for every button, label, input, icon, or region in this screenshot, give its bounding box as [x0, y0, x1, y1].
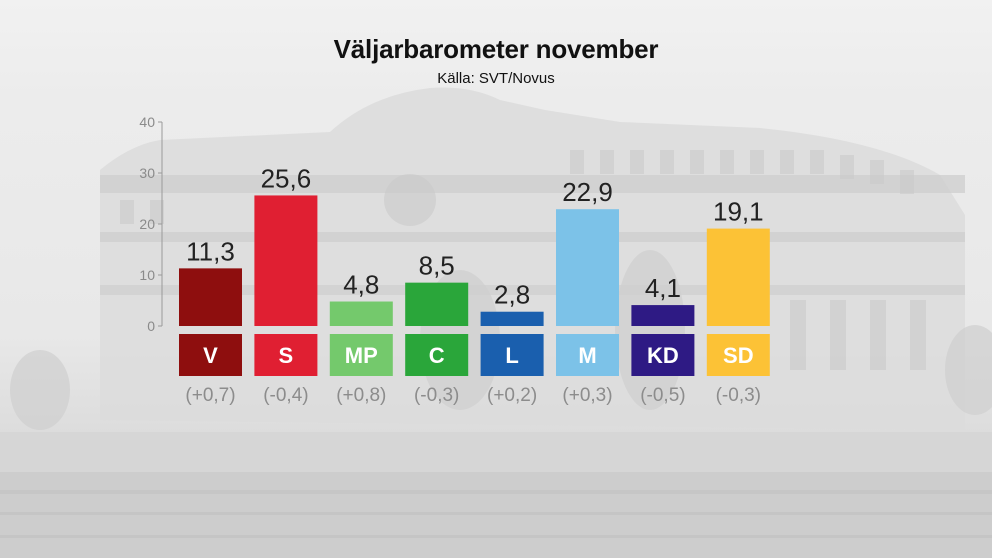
party-box-mp	[329, 334, 393, 376]
change-label-l: (+0,2)	[487, 385, 537, 406]
change-label-kd: (-0,5)	[640, 385, 685, 406]
change-label-c: (-0,3)	[414, 385, 459, 406]
party-box-sd	[706, 334, 770, 376]
change-label-v: (+0,7)	[185, 385, 235, 406]
change-label-s: (-0,4)	[263, 385, 308, 406]
party-box-v	[179, 334, 242, 376]
bar-l	[480, 311, 544, 326]
change-label-m: (+0,3)	[562, 385, 612, 406]
party-box-s	[254, 334, 318, 376]
bar-c	[405, 282, 469, 326]
bar-sd	[706, 228, 770, 326]
y-tick-label: 0	[147, 318, 155, 334]
party-label-m: M	[578, 343, 596, 368]
bar-s	[254, 195, 318, 326]
party-label-l: L	[505, 343, 518, 368]
value-label-s: 25,6	[261, 163, 312, 193]
y-tick-label: 20	[139, 216, 155, 232]
value-label-c: 8,5	[419, 251, 455, 281]
y-tick-label: 30	[139, 165, 155, 181]
value-label-sd: 19,1	[713, 197, 764, 227]
bar-mp	[329, 301, 393, 326]
party-box-kd	[631, 334, 695, 376]
party-label-kd: KD	[647, 343, 679, 368]
party-label-v: V	[203, 343, 218, 368]
party-box-l	[480, 334, 544, 376]
value-label-mp: 4,8	[343, 270, 379, 300]
change-label-mp: (+0,8)	[336, 385, 386, 406]
chart-title: Väljarbarometer november	[333, 34, 659, 64]
party-label-c: C	[429, 343, 445, 368]
chart-subtitle: Källa: SVT/Novus	[437, 70, 555, 87]
bar-m	[556, 209, 619, 326]
change-label-sd: (-0,3)	[716, 385, 761, 406]
party-label-s: S	[279, 343, 294, 368]
party-box-c	[405, 334, 469, 376]
party-label-sd: SD	[723, 343, 754, 368]
bar-kd	[631, 305, 695, 326]
value-label-l: 2,8	[494, 280, 530, 310]
value-label-v: 11,3	[186, 236, 235, 266]
value-label-m: 22,9	[562, 177, 613, 207]
bar-v	[179, 268, 242, 326]
value-label-kd: 4,1	[645, 273, 681, 303]
y-tick-label: 40	[139, 114, 155, 130]
party-label-mp: MP	[345, 343, 378, 368]
party-box-m	[556, 334, 619, 376]
y-tick-label: 10	[139, 267, 155, 283]
